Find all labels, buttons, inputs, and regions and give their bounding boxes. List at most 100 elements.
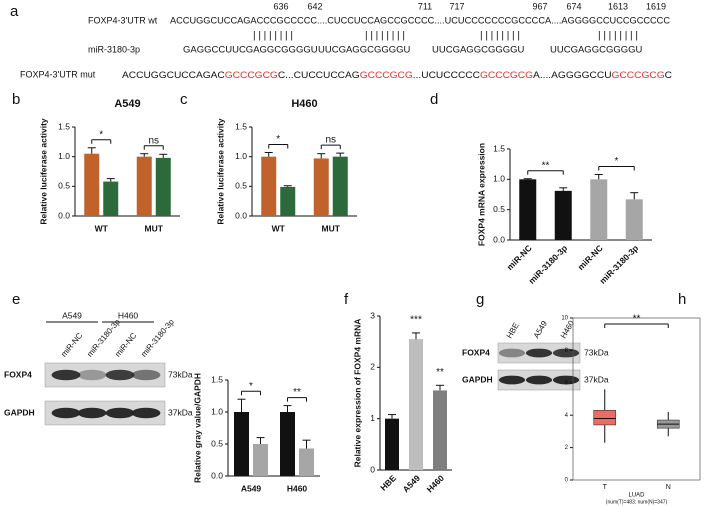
blot-band [131, 407, 161, 419]
bar [103, 181, 119, 216]
size-label: 73kDa [584, 347, 609, 357]
significance-label: * [249, 381, 253, 392]
y-tick-label: 4 [565, 413, 569, 419]
blot-band [105, 407, 135, 419]
y-tick-label: 8 [565, 348, 569, 354]
position-label: 717 [449, 1, 464, 11]
position-label: 1613 [608, 1, 628, 11]
significance-label: ** [633, 314, 641, 325]
x-tick-label: miR-NC [576, 243, 605, 272]
y-tick-label: 10 [561, 316, 568, 322]
panel-letter: d [430, 91, 438, 108]
blot-band [77, 369, 107, 381]
sequence-segment: A....AGGGGCCU [533, 70, 612, 81]
lane-label: A549 [532, 319, 549, 340]
significance-label: *** [410, 315, 422, 326]
x-tick-label: HBE [378, 473, 398, 493]
mirna-label: miR-3180-3p [88, 44, 140, 54]
panel-letter: b [12, 91, 20, 108]
y-tick-label: 1.5 [58, 121, 70, 131]
mirna-sequence: GAGGCCUUCGAGGCGGGGU [183, 45, 318, 56]
blot-band [131, 369, 161, 381]
bar [234, 412, 249, 476]
y-tick-label: 0 [565, 478, 569, 484]
protein-label: FOXP4 [462, 347, 490, 357]
bar [332, 156, 348, 216]
bar [261, 156, 277, 216]
bar [590, 179, 608, 240]
y-tick-label: 0.0 [211, 470, 223, 480]
y-axis-label: Relative gray value/GAPDH [192, 373, 202, 483]
significance-label: ** [542, 160, 550, 171]
y-tick-label: 1.0 [58, 151, 70, 161]
y-tick-label: 2 [370, 362, 375, 372]
x-tick-label: A549 [241, 483, 262, 493]
sequence-segment: GCCCGCG [480, 70, 533, 81]
sequence-segment: GCCCGCG [225, 70, 278, 81]
bar [385, 418, 399, 470]
mut-sequence: ACCUGGCUCCAGAC GCCCGCG C...CUCCUCCAG GCCCGC… [122, 70, 672, 81]
bar [433, 390, 447, 470]
sequence-segment: ACCUGGCUCCAGAC [122, 70, 225, 81]
lane-label: miR-3180-3p [139, 317, 176, 359]
blot-band [525, 348, 553, 358]
x-axis-label: LUAD [628, 493, 645, 499]
size-label: 73kDa [168, 369, 193, 379]
x-tick-label: miR-NC [505, 243, 534, 272]
blot-band [498, 375, 526, 385]
panel-letter: h [678, 291, 686, 308]
bar [313, 158, 329, 216]
y-axis-label: FOXP4 mRNA expression [476, 143, 486, 246]
bar [299, 448, 314, 476]
panel-letter: c [180, 91, 188, 108]
x-tick-label: MUT [145, 223, 164, 233]
box [593, 410, 617, 426]
blot-band [525, 375, 553, 385]
y-tick-label: 1.0 [493, 174, 505, 184]
panel-letter: a [10, 3, 19, 20]
sequence-segment: ...UCUCCCCC [413, 70, 480, 81]
y-axis-label: Relative luciferase activity [38, 118, 48, 225]
base-pairing: |||||||| [598, 31, 638, 42]
y-tick-label: 1 [370, 413, 375, 423]
x-tick-label: WT [272, 223, 286, 233]
protein-label: GAPDH [4, 407, 35, 417]
plot-frame [572, 317, 701, 481]
position-label: 674 [566, 1, 581, 11]
protein-label: FOXP4 [4, 369, 32, 379]
y-tick-label: 0.0 [235, 210, 247, 220]
bar [84, 153, 100, 216]
significance-label: ns [325, 135, 336, 146]
significance-label: ** [436, 367, 444, 378]
base-pairing: |||||||| [365, 31, 405, 42]
y-tick-label: 1.0 [211, 406, 223, 416]
base-pairing: |||||||| [253, 31, 293, 42]
position-label: 967 [532, 1, 547, 11]
mirna-sequence: UUCGAGGCGGGGU [432, 45, 525, 56]
panel-letter: f [344, 291, 349, 308]
y-axis-label: Relative luciferase activity [215, 118, 225, 225]
y-tick-label: 0.5 [235, 181, 247, 191]
significance-label: * [276, 134, 280, 145]
mirna-sequence: UUCGAGGCGGGGU [318, 45, 411, 56]
position-label: 711 [418, 1, 432, 11]
y-tick-label: 0 [370, 464, 375, 474]
bar [625, 199, 643, 240]
bar [280, 186, 296, 216]
position-label: 1619 [646, 1, 666, 11]
y-tick-label: 1.5 [493, 143, 505, 153]
chart-title: H460 [291, 98, 317, 110]
x-tick-label: WT [95, 223, 109, 233]
y-tick-label: 2 [565, 445, 569, 451]
group-label: H460 [118, 310, 139, 320]
mirna-sequence: UUCGAGGCGGGGU [550, 45, 643, 56]
blot-band [51, 369, 81, 381]
base-pairing: |||||||| [480, 31, 520, 42]
bar [155, 157, 171, 216]
blot-band [552, 375, 580, 385]
lane-label: miR-NC [113, 331, 138, 359]
y-tick-label: 1.5 [235, 121, 247, 131]
y-tick-label: 0.5 [58, 181, 70, 191]
size-label: 37kDa [584, 374, 609, 384]
